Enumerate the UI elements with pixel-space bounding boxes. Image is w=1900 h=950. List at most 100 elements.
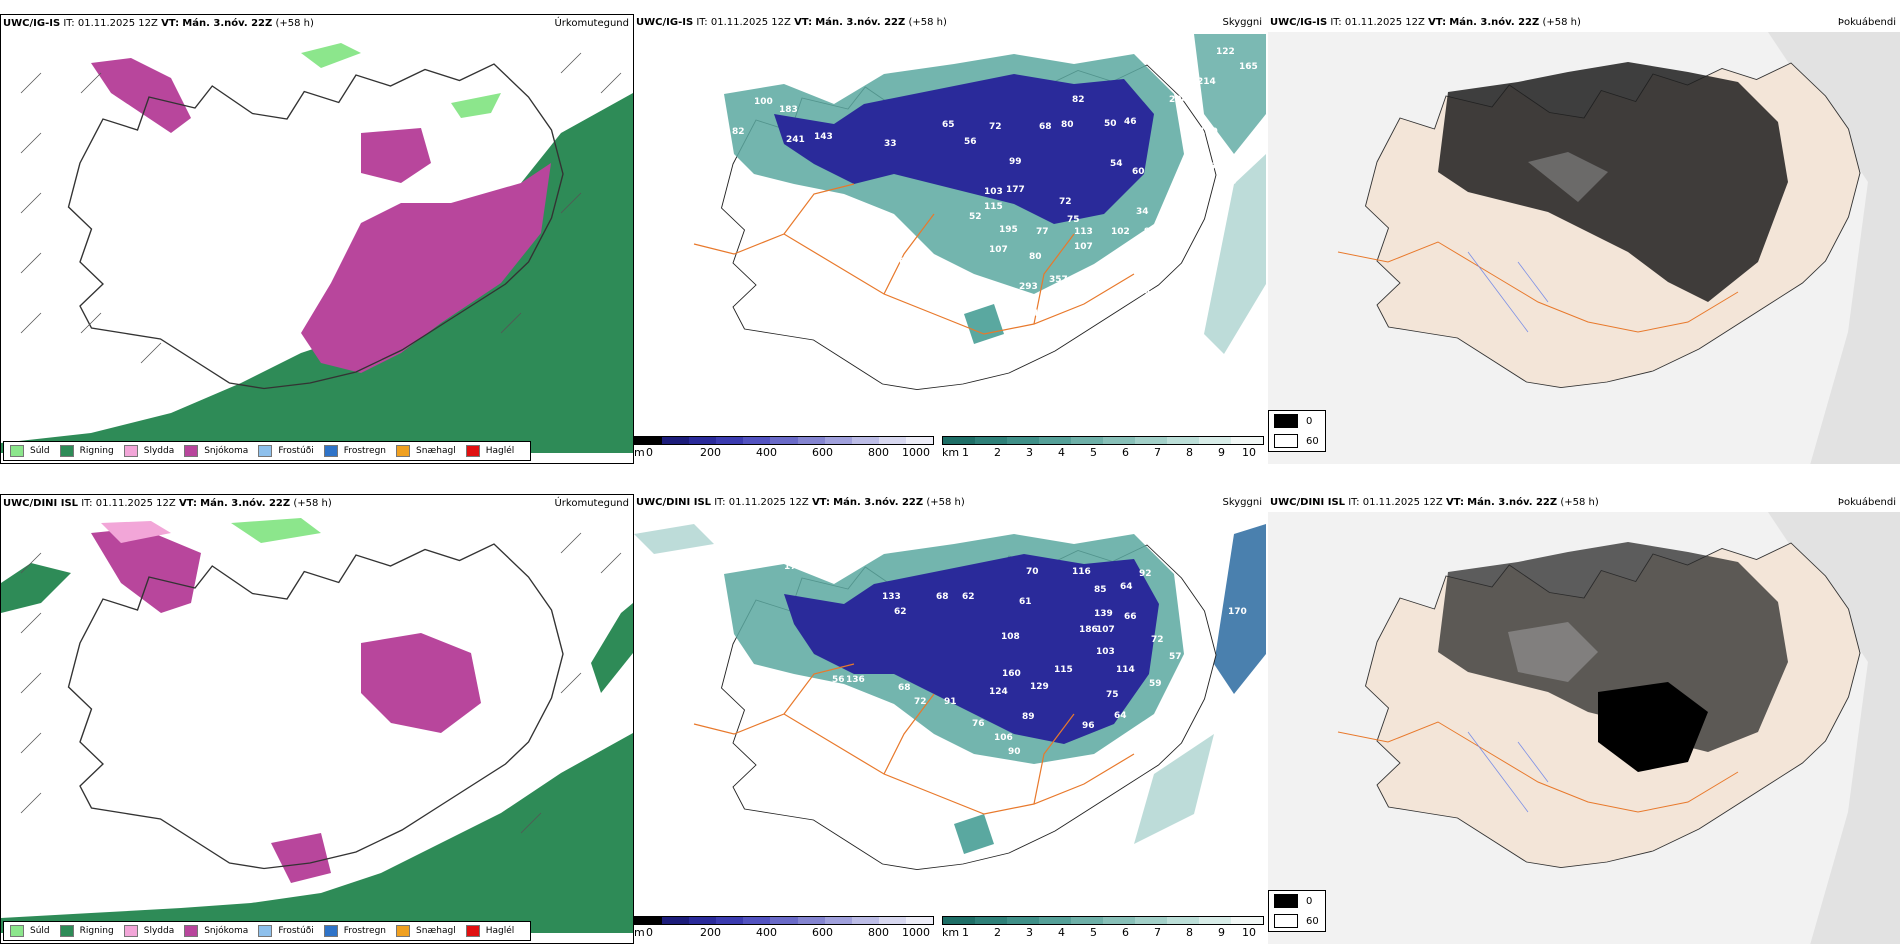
svg-text:75: 75 — [1067, 215, 1080, 225]
svg-text:241: 241 — [786, 135, 805, 145]
svg-text:75: 75 — [1106, 690, 1119, 700]
fog-legend-item: 0 — [1269, 411, 1325, 431]
svg-text:105: 105 — [756, 555, 775, 565]
svg-text:160: 160 — [1002, 669, 1021, 679]
svg-text:80: 80 — [1061, 120, 1074, 130]
svg-text:186: 186 — [1079, 625, 1098, 635]
legend-item: Haglél — [465, 445, 514, 457]
vis-scale-top: km 1 2 3 4 5 6 7 8 9 10 — [942, 436, 1264, 459]
precip-header-bottom: UWC/DINI ISL IT: 01.11.2025 12Z VT: Mán.… — [3, 498, 332, 509]
svg-text:103: 103 — [1096, 647, 1115, 657]
svg-text:68: 68 — [898, 683, 911, 693]
svg-text:139: 139 — [1094, 609, 1113, 619]
legend-item: Slydda — [123, 445, 174, 457]
svg-text:82: 82 — [846, 242, 859, 252]
legend-item: Snjókoma — [184, 925, 248, 937]
precip-map-top — [1, 43, 633, 453]
visibility-panel-bottom: UWC/DINI ISL IT: 01.11.2025 12Z VT: Mán.… — [634, 494, 1266, 944]
svg-text:52: 52 — [969, 212, 982, 222]
svg-text:59: 59 — [1149, 679, 1162, 689]
svg-text:96: 96 — [1082, 721, 1095, 731]
svg-text:988: 988 — [1144, 289, 1163, 299]
visibility-panel-top: UWC/IG-IS IT: 01.11.2025 12Z VT: Mán. 3.… — [634, 14, 1266, 464]
svg-text:113: 113 — [1074, 227, 1093, 237]
fog-map-top — [1268, 32, 1900, 464]
vis-header-bottom: UWC/DINI ISL IT: 01.11.2025 12Z VT: Mán.… — [636, 497, 965, 508]
svg-text:357: 357 — [1049, 275, 1068, 285]
fog-legend-bottom: 0 60 — [1268, 890, 1326, 932]
height-labels-top: 100 183 82 241 143 33 65 56 72 68 80 82 50 46 2… — [732, 47, 1258, 410]
fog-legend-item: 60 — [1269, 431, 1325, 451]
svg-text:116: 116 — [1072, 567, 1091, 577]
height-scale-bottom: m 0 200 400 600 800 1000 — [634, 916, 934, 939]
svg-text:124: 124 — [989, 687, 1008, 697]
svg-text:60: 60 — [1132, 167, 1145, 177]
svg-text:292: 292 — [769, 532, 788, 542]
legend-item: Frostúði — [258, 925, 314, 937]
vis-header-top: UWC/IG-IS IT: 01.11.2025 12Z VT: Mán. 3.… — [636, 17, 947, 28]
svg-text:33: 33 — [884, 139, 897, 149]
legend-item: Snjókoma — [184, 445, 248, 457]
fog-legend-top: 0 60 — [1268, 410, 1326, 452]
svg-text:50: 50 — [1104, 119, 1117, 129]
precip-map-bottom — [1, 518, 633, 933]
fog-legend-item: 60 — [1269, 911, 1325, 931]
svg-text:143: 143 — [814, 132, 833, 142]
fog-header-top: UWC/IG-IS IT: 01.11.2025 12Z VT: Mán. 3.… — [1270, 17, 1581, 28]
precip-header-top: UWC/IG-IS IT: 01.11.2025 12Z VT: Mán. 3.… — [3, 18, 314, 29]
svg-text:545: 545 — [1026, 309, 1045, 319]
svg-text:64: 64 — [1120, 582, 1133, 592]
svg-text:48: 48 — [829, 242, 842, 252]
svg-text:62: 62 — [962, 592, 975, 602]
svg-text:91: 91 — [944, 697, 957, 707]
svg-text:176: 176 — [784, 562, 803, 572]
fog-panel-top: UWC/IG-IS IT: 01.11.2025 12Z VT: Mán. 3.… — [1268, 14, 1900, 464]
precip-title-bottom: Úrkomutegund — [554, 498, 629, 509]
svg-text:122: 122 — [1216, 47, 1235, 57]
precip-panel-bottom: UWC/DINI ISL IT: 01.11.2025 12Z VT: Mán.… — [0, 494, 634, 944]
vis-scale-bottom: km 1 2 3 4 5 6 7 8 9 10 — [942, 916, 1264, 939]
svg-text:82: 82 — [732, 127, 745, 137]
legend-item: Frostregn — [323, 445, 386, 457]
svg-text:46: 46 — [1124, 117, 1137, 127]
svg-text:114: 114 — [1116, 665, 1135, 675]
svg-text:57: 57 — [1169, 652, 1182, 662]
svg-text:107: 107 — [1074, 242, 1093, 252]
fog-header-bottom: UWC/DINI ISL IT: 01.11.2025 12Z VT: Mán.… — [1270, 497, 1599, 508]
svg-text:61: 61 — [1019, 597, 1032, 607]
svg-text:443: 443 — [1072, 279, 1091, 289]
svg-text:129: 129 — [1030, 682, 1049, 692]
svg-text:65: 65 — [899, 257, 912, 267]
svg-text:85: 85 — [1094, 585, 1107, 595]
svg-text:68: 68 — [936, 592, 949, 602]
svg-text:68: 68 — [1039, 122, 1052, 132]
precip-panel-top: UWC/IG-IS IT: 01.11.2025 12Z VT: Mán. 3.… — [0, 14, 634, 464]
vis-title-bottom: Skyggni — [1222, 497, 1262, 508]
svg-text:115: 115 — [1054, 665, 1073, 675]
svg-text:72: 72 — [1151, 635, 1164, 645]
svg-text:34: 34 — [1136, 207, 1149, 217]
svg-text:170: 170 — [1228, 607, 1247, 617]
svg-text:499: 499 — [1089, 279, 1108, 289]
fog-legend-item: 0 — [1269, 891, 1325, 911]
legend-item: Frostregn — [323, 925, 386, 937]
svg-text:195: 195 — [999, 225, 1018, 235]
legend-item: Frostúði — [258, 445, 314, 457]
svg-text:91: 91 — [1144, 227, 1157, 237]
fog-map-bottom — [1268, 512, 1900, 944]
svg-text:72: 72 — [989, 122, 1002, 132]
svg-text:204: 204 — [1169, 95, 1188, 105]
svg-text:183: 183 — [779, 105, 798, 115]
svg-text:106: 106 — [994, 733, 1013, 743]
svg-text:65: 65 — [942, 120, 955, 130]
svg-text:76: 76 — [972, 719, 985, 729]
svg-text:72: 72 — [914, 697, 927, 707]
legend-item: Rigning — [59, 445, 114, 457]
legend-item: Súld — [10, 925, 50, 937]
visibility-map-top: 100 183 82 241 143 33 65 56 72 68 80 82 50 46 2… — [693, 34, 1266, 410]
precip-legend-top: Súld Rigning Slydda Snjókoma Frostúði Fr… — [3, 441, 532, 461]
svg-text:77: 77 — [1036, 227, 1049, 237]
precip-legend-bottom: Súld Rigning Slydda Snjókoma Frostúði Fr… — [3, 921, 532, 941]
